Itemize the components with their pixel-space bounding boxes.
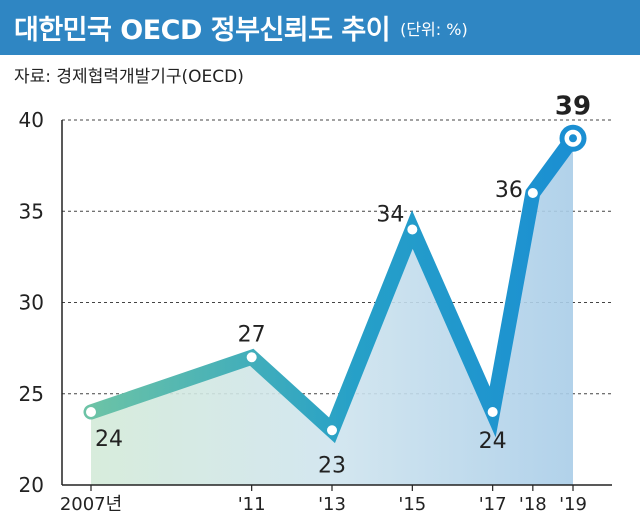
- x-tick-label: '15: [398, 494, 426, 515]
- data-point: [86, 407, 96, 417]
- data-label: 23: [318, 453, 346, 478]
- data-point: [527, 188, 538, 198]
- data-label: 24: [479, 429, 507, 454]
- data-point-center: [569, 134, 577, 143]
- y-tick-label: 30: [19, 291, 44, 315]
- data-label: 24: [95, 427, 123, 452]
- x-tick-label: '19: [559, 494, 587, 515]
- x-tick-label: '18: [519, 494, 547, 515]
- x-tick-label: 2007년: [60, 494, 122, 515]
- data-point: [407, 224, 418, 235]
- y-tick-label: 35: [19, 199, 44, 223]
- y-tick-label: 25: [19, 382, 44, 406]
- data-point: [487, 407, 498, 417]
- data-label: 34: [376, 203, 404, 228]
- title-bar: 대한민국 OECD 정부신뢰도 추이 (단위: %): [0, 0, 640, 55]
- area-fill: [91, 138, 573, 485]
- y-tick-label: 40: [19, 108, 44, 132]
- data-label: 27: [238, 322, 266, 347]
- x-tick-label: '11: [238, 494, 266, 515]
- chart-title: 대한민국 OECD 정부신뢰도 추이: [14, 15, 391, 46]
- data-label: 39: [555, 91, 591, 121]
- x-tick-label: '13: [318, 494, 346, 515]
- y-tick-label: 20: [19, 473, 44, 497]
- x-tick-label: '17: [479, 494, 507, 515]
- unit-label: (단위: %): [400, 19, 468, 39]
- data-label: 36: [495, 178, 523, 203]
- data-point: [246, 352, 257, 363]
- data-point: [327, 425, 337, 436]
- source-note: 자료: 경제협력개발기구(OECD): [14, 67, 244, 87]
